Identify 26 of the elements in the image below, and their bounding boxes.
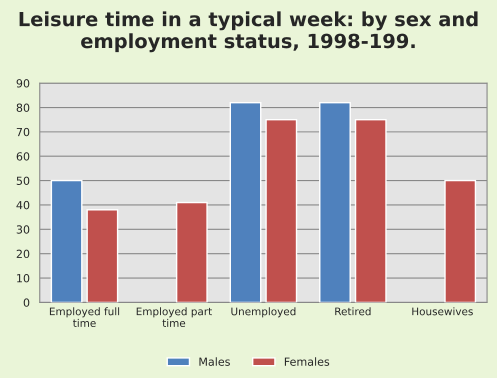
y-tick-label: 20: [16, 250, 30, 258]
y-tick-label: 80: [16, 103, 30, 112]
bar: [86, 209, 118, 302]
bar: [265, 119, 298, 302]
x-tick-label: Employed part time: [136, 307, 212, 327]
y-tick-label: 30: [16, 225, 30, 234]
y-tick-label: 60: [16, 152, 30, 161]
y-tick-label: 70: [16, 128, 30, 136]
y-tick-label: 40: [16, 200, 30, 210]
legend-label: Males: [199, 357, 230, 366]
chart-title: Leisure time in a typical week: by sex and employment status, 1998-199.: [20, 11, 478, 52]
y-tick-label: 50: [16, 176, 30, 185]
y-tick-label: 90: [16, 79, 30, 88]
bar: [319, 102, 351, 302]
bar: [176, 202, 208, 302]
y-tick-label: 10: [17, 274, 30, 282]
x-tick-label: Retired: [335, 307, 371, 316]
x-tick-label: Unemployed: [231, 307, 296, 318]
bar: [444, 180, 476, 302]
x-tick-label: Housewives: [412, 307, 473, 316]
bar: [230, 102, 262, 302]
bar: [50, 180, 82, 302]
bar: [354, 119, 387, 302]
x-tick-label: Employed full time: [50, 307, 120, 327]
y-tick-label: 0: [24, 298, 30, 307]
legend-label: Females: [284, 357, 330, 366]
